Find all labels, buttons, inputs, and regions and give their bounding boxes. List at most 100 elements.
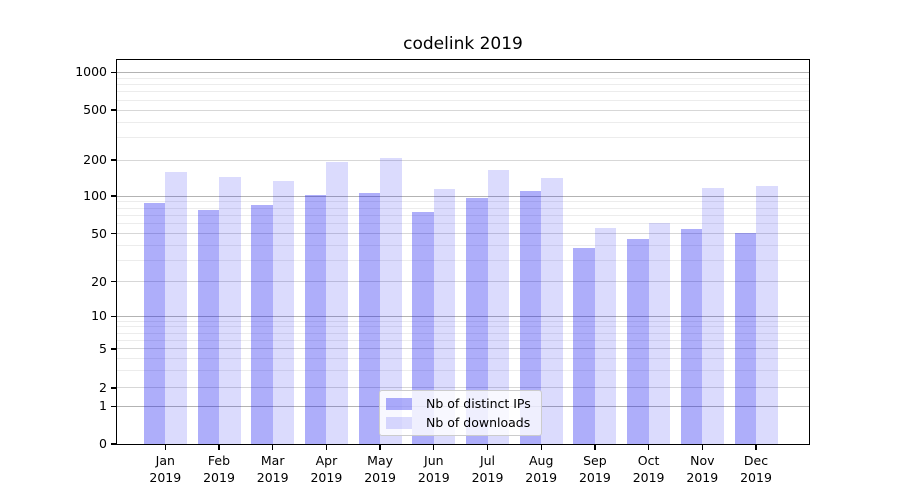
x-tick-mark: [379, 445, 381, 450]
bar-downloads-apr: [326, 161, 348, 444]
bar-downloads-may: [380, 158, 402, 444]
minor-gridline: [117, 332, 809, 334]
x-tick-month: Aug: [528, 453, 554, 468]
minor-gridline: [117, 357, 809, 359]
minor-gridline: [117, 244, 809, 246]
gridline-2: [117, 387, 809, 389]
minor-gridline: [117, 83, 809, 85]
x-tick-year: 2019: [417, 470, 450, 485]
x-tick-label-jun: Jun 2019: [402, 452, 466, 486]
x-tick-month: Oct: [637, 453, 660, 468]
x-tick-label-apr: Apr 2019: [294, 452, 358, 486]
x-tick-label-feb: Feb 2019: [187, 452, 251, 486]
x-tick-month: Jan: [155, 453, 175, 468]
y-tick-mark: [111, 159, 116, 161]
minor-gridline: [117, 260, 809, 262]
minor-gridline: [117, 326, 809, 328]
bar-ips-mar: [251, 204, 273, 444]
x-tick-mark: [325, 445, 328, 450]
gridline-10: [117, 315, 809, 317]
x-tick-mark: [272, 445, 274, 450]
y-tick-label: 5: [99, 340, 107, 356]
gridline-50: [117, 233, 809, 235]
y-tick-mark: [111, 281, 116, 283]
y-tick-label: 100: [83, 188, 107, 204]
x-tick-mark: [486, 445, 489, 450]
bar-ips-jun: [412, 212, 434, 444]
legend-label-downloads: Nb of downloads: [426, 415, 531, 430]
x-tick-label-may: May 2019: [348, 452, 412, 486]
y-tick-mark: [111, 315, 116, 317]
bar-ips-oct: [627, 239, 649, 444]
x-tick-month: Apr: [315, 453, 338, 468]
minor-gridline: [117, 137, 809, 139]
plot-frame: [115, 58, 810, 445]
bar-ips-feb: [197, 209, 219, 444]
x-tick-year: 2019: [310, 470, 343, 485]
x-tick-label-sep: Sep 2019: [563, 452, 627, 486]
x-tick-month: Dec: [743, 453, 769, 468]
y-tick-label: 10: [91, 308, 107, 324]
gridline-20: [117, 281, 809, 283]
bar-downloads-dec: [756, 186, 778, 444]
gridline-5: [117, 348, 809, 350]
y-tick-label: 50: [91, 225, 107, 241]
x-tick-month: May: [367, 453, 394, 468]
y-tick-label: 2: [99, 379, 107, 395]
x-tick-year: 2019: [686, 470, 719, 485]
y-tick-label: 20: [91, 273, 107, 289]
x-tick-year: 2019: [149, 470, 182, 485]
gridline-1000: [117, 71, 809, 73]
gridline-500: [117, 109, 809, 111]
y-tick-label: 1000: [75, 64, 107, 80]
x-tick-label-nov: Nov 2019: [670, 452, 734, 486]
x-tick-month: Sep: [583, 453, 607, 468]
bar-ips-jul: [466, 197, 488, 444]
minor-gridline: [117, 99, 809, 101]
x-tick-label-jan: Jan 2019: [133, 452, 197, 486]
y-tick-mark: [111, 71, 116, 74]
legend: Nb of distinct IPs Nb of downloads: [379, 390, 542, 436]
bar-downloads-aug: [541, 177, 563, 444]
bar-downloads-jan: [165, 171, 187, 444]
bar-downloads-oct: [648, 222, 671, 444]
bar-downloads-feb: [219, 177, 241, 444]
legend-item-downloads: Nb of downloads: [386, 416, 531, 429]
x-tick-month: Jun: [424, 453, 444, 468]
x-tick-year: 2019: [632, 470, 665, 485]
y-tick-mark: [111, 387, 116, 389]
x-tick-mark: [594, 445, 596, 450]
x-tick-mark: [540, 445, 542, 450]
chart-title: codelink 2019: [403, 34, 523, 54]
minor-gridline: [117, 201, 809, 203]
bar-downloads-jun: [433, 188, 456, 444]
x-tick-year: 2019: [364, 470, 396, 485]
x-tick-month: Nov: [690, 453, 715, 468]
y-tick-mark: [111, 233, 116, 235]
bar-downloads-mar: [272, 180, 295, 444]
bar-ips-nov: [680, 228, 703, 444]
y-tick-mark: [111, 195, 116, 197]
bar-downloads-nov: [702, 188, 724, 444]
x-tick-year: 2019: [578, 470, 611, 485]
y-tick-label: 500: [83, 102, 107, 118]
y-tick-mark: [111, 109, 116, 111]
bar-ips-dec: [734, 232, 756, 444]
x-tick-month: Feb: [207, 453, 231, 468]
minor-gridline: [117, 223, 809, 225]
x-tick-mark: [701, 445, 703, 450]
x-tick-mark: [164, 445, 166, 450]
minor-gridline: [117, 339, 809, 341]
minor-gridline: [117, 207, 809, 209]
x-tick-mark: [218, 445, 220, 450]
plot-area: [117, 60, 809, 444]
x-tick-label-mar: Mar 2019: [241, 452, 305, 486]
x-tick-month: Jul: [479, 453, 496, 468]
bar-downloads-sep: [594, 227, 617, 444]
bar-ips-may: [358, 192, 381, 444]
minor-gridline: [117, 121, 809, 123]
legend-swatch-downloads: [386, 416, 412, 429]
x-tick-label-aug: Aug 2019: [509, 452, 573, 486]
y-tick-mark: [111, 405, 116, 408]
